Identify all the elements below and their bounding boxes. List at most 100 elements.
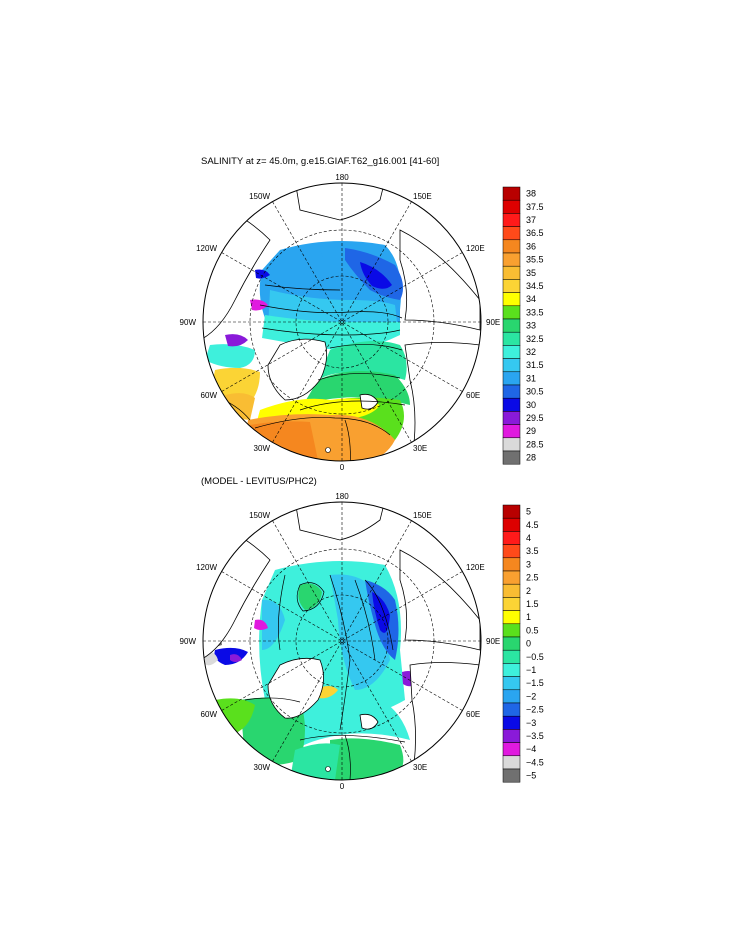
bottom-label-0: 0	[340, 782, 345, 791]
bottom-colorbar-swatch	[502, 583, 521, 598]
bottom-colorbar-swatch	[502, 557, 521, 572]
top-colorbar-swatch	[502, 371, 521, 386]
bottom-colorbar-tick-label: 2	[526, 586, 531, 596]
top-label-60e: 60E	[466, 391, 480, 400]
bottom-colorbar-tick-label: −3	[526, 718, 536, 728]
top-label-90e: 90E	[486, 318, 500, 327]
bottom-colorbar-swatch	[502, 755, 521, 770]
bottom-colorbar-tick-label: −1.5	[526, 678, 544, 688]
bottom-colorbar-tick-label: 1.5	[526, 599, 539, 609]
top-label-90w: 90W	[180, 318, 197, 327]
top-colorbar-tick-label: 31	[526, 373, 536, 383]
bottom-colorbar-swatch	[502, 742, 521, 757]
top-colorbar-tick-label: 28	[526, 453, 536, 463]
bottom-label-30w: 30W	[254, 763, 271, 772]
top-colorbar-swatch	[502, 265, 521, 280]
top-label-180: 180	[335, 173, 349, 182]
bottom-colorbar-tick-label: −4	[526, 744, 536, 754]
bottom-colorbar-swatch	[502, 689, 521, 704]
top-colorbar: 38 37.5 37 36.5 36 35.5 35 34.5 34 33.5 33 32.5 32 31…	[502, 186, 544, 465]
top-colorbar-swatch	[502, 252, 521, 267]
bottom-colorbar-swatch	[502, 729, 521, 743]
top-colorbar-swatch	[502, 239, 521, 254]
top-label-150w: 150W	[249, 192, 270, 201]
bottom-label-90w: 90W	[180, 637, 197, 646]
top-colorbar-tick-label: 35	[526, 268, 536, 278]
top-colorbar-swatch	[502, 437, 521, 452]
bottom-difference-map	[202, 501, 482, 781]
top-colorbar-tick-label: 29	[526, 426, 536, 436]
top-colorbar-swatch	[502, 411, 521, 425]
bottom-colorbar-swatch	[502, 544, 521, 559]
bottom-colorbar-swatch	[502, 636, 521, 651]
top-colorbar-swatch	[502, 213, 521, 227]
top-colorbar-tick-label: 36	[526, 241, 536, 251]
bottom-colorbar-swatch	[502, 597, 521, 611]
bottom-colorbar-tick-label: −0.5	[526, 652, 544, 662]
top-colorbar-swatch	[502, 345, 521, 359]
bottom-plot-title: (MODEL - LEVITUS/PHC2)	[201, 476, 317, 487]
bottom-colorbar-tick-label: −5	[526, 771, 536, 781]
top-colorbar-tick-label: 31.5	[526, 360, 544, 370]
bottom-colorbar-tick-label: 5	[526, 507, 531, 517]
top-colorbar-tick-label: 30	[526, 400, 536, 410]
bottom-colorbar-swatch	[502, 702, 521, 717]
top-colorbar-swatch	[502, 186, 521, 201]
bottom-colorbar-tick-label: −1	[526, 665, 536, 675]
top-colorbar-swatch	[502, 226, 521, 241]
bottom-label-180: 180	[335, 492, 349, 501]
bottom-label-30e: 30E	[413, 763, 427, 772]
top-colorbar-swatch	[502, 424, 521, 439]
top-colorbar-tick-label: 37.5	[526, 202, 544, 212]
top-colorbar-swatch	[502, 199, 521, 214]
bottom-colorbar-swatch	[502, 610, 521, 625]
top-colorbar-tick-label: 33.5	[526, 307, 544, 317]
top-colorbar-swatch	[502, 318, 521, 333]
top-colorbar-tick-label: 32	[526, 347, 536, 357]
top-colorbar-tick-label: 28.5	[526, 439, 544, 449]
bottom-colorbar-swatch	[502, 676, 521, 691]
top-colorbar-tick-label: 33	[526, 321, 536, 331]
top-colorbar-tick-label: 38	[526, 189, 536, 199]
top-label-120e: 120E	[466, 244, 485, 253]
top-label-0: 0	[340, 463, 345, 472]
bottom-label-120w: 120W	[196, 563, 217, 572]
top-colorbar-swatch	[502, 292, 521, 307]
bottom-colorbar-swatch	[502, 768, 521, 783]
top-label-30e: 30E	[413, 444, 427, 453]
bottom-label-60w: 60W	[201, 710, 218, 719]
bottom-colorbar-swatch	[502, 663, 521, 677]
top-label-150e: 150E	[413, 192, 432, 201]
bottom-colorbar-tick-label: −2	[526, 691, 536, 701]
bottom-label-150e: 150E	[413, 511, 432, 520]
bottom-colorbar-tick-label: 3.5	[526, 546, 539, 556]
bottom-colorbar-tick-label: −4.5	[526, 757, 544, 767]
bottom-colorbar-tick-label: 1	[526, 612, 531, 622]
bottom-colorbar-tick-label: −3.5	[526, 731, 544, 741]
bottom-colorbar-swatch	[502, 504, 521, 519]
top-colorbar-swatch	[502, 397, 521, 412]
bottom-colorbar-swatch	[502, 649, 521, 664]
bottom-colorbar-swatch	[502, 570, 521, 585]
bottom-colorbar-tick-label: 0.5	[526, 625, 539, 635]
top-colorbar-swatch	[502, 384, 521, 399]
bottom-colorbar-swatch	[502, 517, 521, 532]
top-colorbar-tick-label: 37	[526, 215, 536, 225]
bottom-colorbar-swatch	[502, 623, 521, 638]
bottom-colorbar-swatch	[502, 531, 521, 545]
bottom-colorbar-tick-label: 3	[526, 559, 531, 569]
bottom-label-150w: 150W	[249, 511, 270, 520]
top-colorbar-swatch	[502, 279, 521, 293]
top-colorbar-tick-label: 34.5	[526, 281, 544, 291]
top-colorbar-tick-label: 35.5	[526, 255, 544, 265]
bottom-colorbar-tick-label: 2.5	[526, 573, 539, 583]
top-colorbar-tick-label: 29.5	[526, 413, 544, 423]
top-colorbar-swatch	[502, 305, 521, 320]
top-salinity-map	[202, 182, 482, 462]
top-colorbar-tick-label: 34	[526, 294, 536, 304]
top-label-30w: 30W	[254, 444, 271, 453]
top-colorbar-tick-label: 32.5	[526, 334, 544, 344]
bottom-label-90e: 90E	[486, 637, 500, 646]
bottom-colorbar-tick-label: 4	[526, 533, 531, 543]
top-label-60w: 60W	[201, 391, 218, 400]
